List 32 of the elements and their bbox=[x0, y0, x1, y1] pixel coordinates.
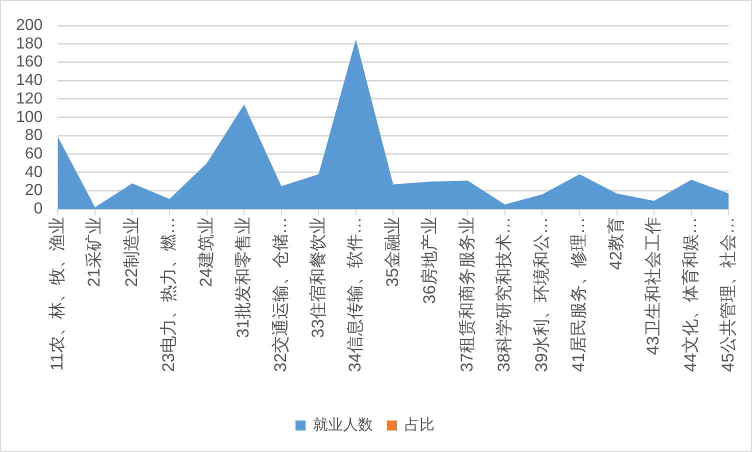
x-tick-label: 38科学研究和技术… bbox=[494, 217, 514, 372]
x-tick-label: 45公共管理、社会… bbox=[718, 217, 738, 372]
x-tick-label: 32交通运输、仓储… bbox=[271, 217, 290, 372]
x-tick-label: 36房地产业 bbox=[420, 217, 440, 304]
y-tick-label: 200 bbox=[16, 17, 43, 34]
y-tick-label: 100 bbox=[16, 108, 43, 126]
x-tick-label: 11农、林、牧、渔业 bbox=[47, 217, 66, 371]
x-tick-label: 41居民服务、修理… bbox=[569, 217, 588, 372]
x-tick-label: 44文化、体育和娱… bbox=[681, 217, 700, 372]
x-tick-label: 34信息传输、软件… bbox=[346, 217, 365, 372]
y-tick-label: 40 bbox=[24, 164, 43, 181]
legend-label: 占比 bbox=[404, 416, 434, 434]
y-tick-label: 20 bbox=[24, 182, 43, 200]
y-tick-label: 180 bbox=[16, 35, 43, 52]
x-tick-label: 24建筑业 bbox=[196, 217, 216, 288]
y-tick-label: 0 bbox=[34, 200, 43, 218]
y-tick-label: 120 bbox=[16, 90, 43, 108]
x-tick-label: 42教育 bbox=[606, 217, 626, 270]
y-tick-label: 60 bbox=[24, 145, 43, 162]
x-tick-label: 22制造业 bbox=[122, 217, 141, 288]
x-tick-label: 21采矿业 bbox=[84, 217, 104, 288]
y-tick-label: 160 bbox=[16, 54, 43, 71]
y-tick-label: 80 bbox=[24, 127, 43, 144]
x-tick-label: 43卫生和社会工作 bbox=[644, 217, 663, 356]
y-tick-label: 140 bbox=[16, 72, 43, 90]
x-tick-label: 37租赁和商务服务业 bbox=[457, 217, 476, 372]
x-tick-label: 33住宿和餐饮业 bbox=[308, 217, 328, 338]
x-tick-label: 35金融业 bbox=[382, 217, 402, 288]
x-tick-label: 31批发和零售业 bbox=[234, 217, 253, 338]
x-tick-label: 39水利、环境和公… bbox=[532, 217, 551, 372]
x-tick-label: 23电力、热力、燃… bbox=[159, 217, 178, 372]
legend-label: 就业人数 bbox=[313, 416, 373, 434]
